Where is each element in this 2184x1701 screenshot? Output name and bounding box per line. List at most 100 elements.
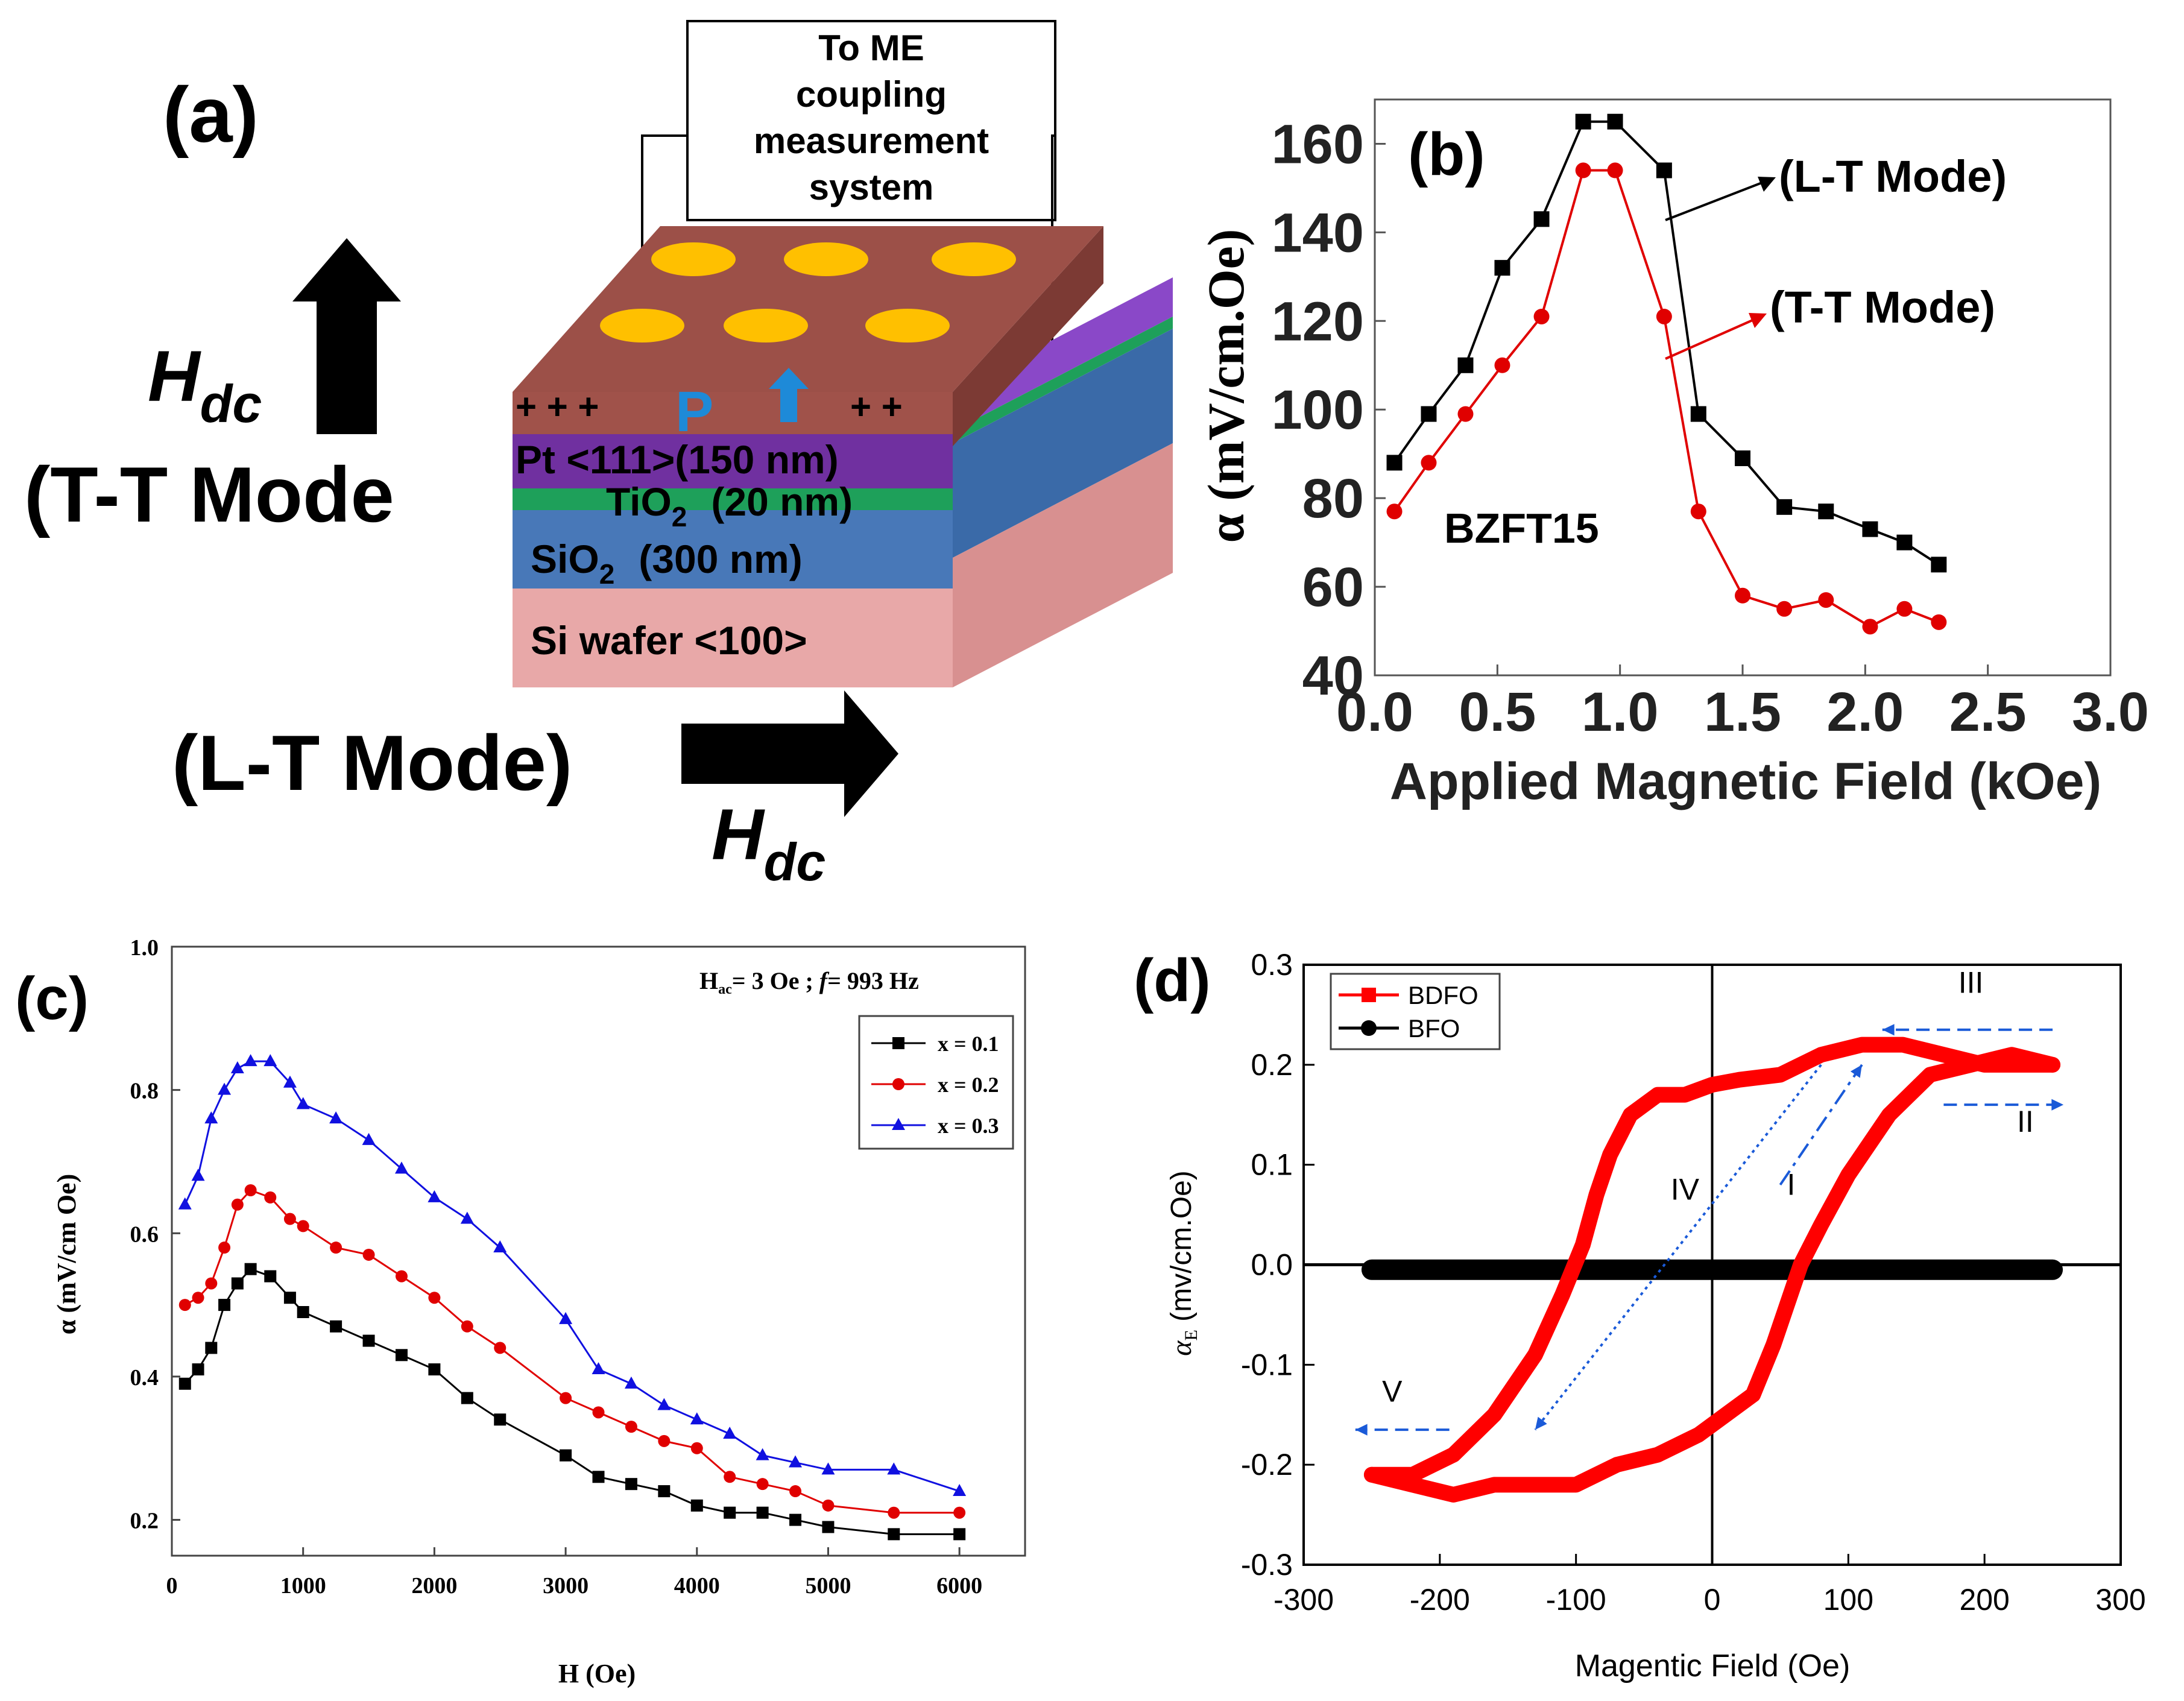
panel-c-point-2	[460, 1211, 474, 1224]
panel-b-point-0	[1776, 499, 1793, 515]
sio2-side-face	[953, 329, 1173, 558]
lt-mode-pointer	[1665, 178, 1770, 221]
panel-c-legend-marker-0	[892, 1037, 904, 1049]
panel-c-xtick-label: 2000	[411, 1573, 457, 1598]
tt-mode-label: (T-T Mode	[24, 450, 394, 538]
box-line-2: coupling	[796, 74, 947, 115]
panel-c-point-0	[244, 1263, 257, 1275]
panel-c-point-1	[178, 1299, 191, 1311]
electrode-dot	[784, 242, 868, 276]
panel-c-point-1	[428, 1292, 441, 1304]
panel-c-xtick-label: 6000	[936, 1573, 982, 1598]
panel-b-ytick-label: 60	[1302, 557, 1364, 618]
sio2-front-face	[513, 510, 953, 589]
panel-c-point-1	[690, 1442, 703, 1454]
panel-d-xtick-label: 300	[2095, 1583, 2145, 1617]
panel-c-point-2	[394, 1161, 408, 1174]
panel-c-point-2	[362, 1132, 376, 1145]
panel-d-legend	[1330, 973, 1501, 1050]
electrode-dot	[651, 242, 736, 276]
panel-c-point-0	[218, 1299, 231, 1311]
panel-c-point-1	[362, 1248, 375, 1261]
panel-c-point-2	[821, 1462, 835, 1475]
panel-d-bdfo-lower-branch	[1363, 1047, 2061, 1503]
electrode-dot	[600, 309, 684, 342]
panel-c-point-1	[756, 1478, 769, 1491]
panel-d-xtick-label: -300	[1273, 1583, 1334, 1617]
panel-d-xtick-label: 0	[1704, 1583, 1721, 1617]
panel-b-point-1	[1607, 162, 1623, 178]
panel-c-point-2	[756, 1448, 769, 1460]
panel-c-point-1	[560, 1392, 572, 1404]
hdc-right-arrow-icon	[681, 690, 898, 817]
panel-c-point-0	[205, 1342, 218, 1354]
panel-b-point-0	[1931, 557, 1947, 573]
pt-front-face	[513, 434, 953, 488]
panel-c-chart: 0 1000 2000 3000 4000 5000 6000 0.2 0.4 0.6 0.8 1.0…	[15, 935, 1026, 1688]
panel-b-point-0	[1421, 406, 1437, 422]
panel-c-series	[178, 1054, 967, 1541]
panel-c-point-2	[690, 1412, 704, 1425]
si-side-face	[953, 443, 1173, 687]
lt-pointer-arrowhead-icon	[1758, 177, 1776, 192]
panel-d-arrow-ii-head-icon	[2051, 1099, 2064, 1111]
panel-c-point-1	[244, 1184, 257, 1196]
panel-d-roman-label-2: III	[1958, 965, 1984, 999]
panel-c-label: (c)	[15, 965, 89, 1032]
tio2-layer-label: TiO2 (20 nm)	[606, 479, 853, 532]
panel-c-point-0	[192, 1363, 204, 1376]
tt-mode-pointer	[1665, 315, 1761, 360]
panel-c-series-line-1	[185, 1189, 960, 1514]
panel-d-roman-label-1: II	[2017, 1105, 2034, 1138]
panel-c-ytick-label: 0.6	[130, 1222, 159, 1247]
panel-c-point-0	[822, 1521, 835, 1533]
panel-c-point-0	[625, 1478, 637, 1491]
panel-d-ytick-label: -0.1	[1241, 1348, 1293, 1381]
panel-c-point-2	[218, 1082, 232, 1095]
panel-b-ylabel: α (mV/cm.Oe)	[1197, 229, 1255, 543]
panel-c-point-1	[789, 1485, 802, 1498]
panel-b-ytick-label: 120	[1272, 291, 1365, 352]
panel-d-xtick-label: 100	[1823, 1583, 1873, 1617]
panel-b-point-1	[1386, 503, 1403, 520]
panel-c-point-1	[822, 1499, 835, 1512]
panel-d-xtick-label: -100	[1546, 1583, 1606, 1617]
panel-b-point-0	[1896, 534, 1913, 551]
panel-d-label: (d)	[1134, 947, 1211, 1014]
film-side-face	[953, 226, 1103, 446]
panel-c-point-0	[494, 1413, 507, 1426]
panel-b-xtick-label: 3.0	[2072, 681, 2149, 743]
panel-b-point-1	[1776, 601, 1793, 617]
panel-c-point-2	[204, 1111, 218, 1124]
pt-layer-label: Pt <111>(150 nm)	[516, 437, 839, 482]
panel-c-xtick-label: 3000	[543, 1573, 589, 1598]
panel-b-point-0	[1690, 406, 1706, 422]
panel-c-point-1	[330, 1242, 342, 1254]
panel-b-point-1	[1421, 455, 1437, 471]
panel-b-point-0	[1862, 521, 1878, 537]
panel-b-xtick-label: 2.0	[1826, 681, 1904, 743]
panel-c-point-0	[888, 1528, 900, 1541]
panel-b-series	[1386, 113, 1947, 635]
panel-b-ytick-label: 100	[1272, 379, 1365, 441]
panel-d-arrow-i-head-icon	[1850, 1064, 1862, 1078]
panel-b-point-1	[1656, 308, 1672, 324]
panel-c-point-2	[624, 1376, 638, 1389]
panel-d-xtick-label: -200	[1410, 1583, 1470, 1617]
panel-c-xlabel: H (Oe)	[558, 1659, 636, 1688]
panel-b-xtick-label: 0.0	[1336, 681, 1413, 743]
panel-c-point-0	[297, 1306, 309, 1318]
panel-d-arrow-iv	[1534, 1064, 1822, 1431]
panel-c-ytick-label: 0.8	[130, 1079, 159, 1104]
si-front-face	[513, 589, 953, 687]
panel-c-ticks: 0 1000 2000 3000 4000 5000 6000 0.2 0.4 0.6 0.8 1.0	[130, 935, 983, 1598]
polarization-arrow-icon	[769, 368, 809, 422]
panel-b-point-0	[1818, 503, 1834, 520]
panel-b-xtick-label: 0.5	[1459, 681, 1536, 743]
panel-c-legend-label-0: x = 0.1	[938, 1032, 999, 1056]
hdc-label-vertical: Hdc	[148, 336, 262, 434]
panel-c-point-0	[789, 1513, 802, 1526]
panel-c-point-1	[264, 1191, 277, 1204]
panel-b-point-1	[1690, 503, 1706, 520]
